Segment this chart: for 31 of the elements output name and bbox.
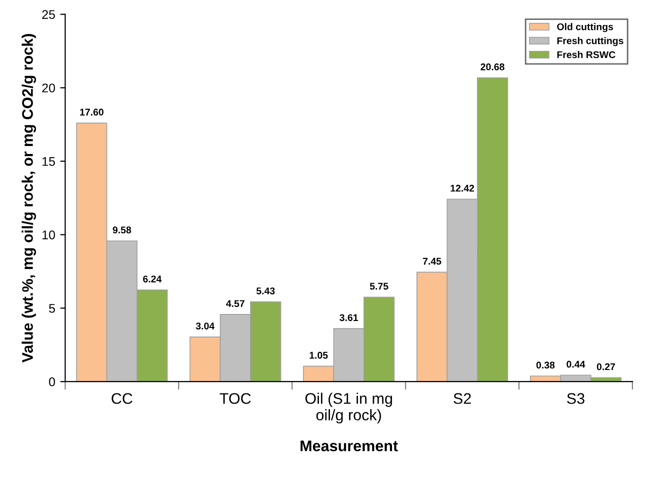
y-tick-label: 25 [42, 10, 55, 19]
data-label: 0.27 [596, 363, 616, 370]
data-label: 12.42 [450, 184, 474, 192]
x-tick-label: S3 [567, 393, 584, 404]
data-label: 1.05 [310, 352, 328, 359]
x-tick-label: CC [112, 393, 132, 404]
legend-label: Fresh RSWC [557, 50, 616, 58]
y-tick-label: 10 [42, 230, 55, 240]
y-tick-label: 15 [42, 157, 55, 166]
y-tick-label: 20 [42, 84, 55, 92]
y-tick-label: 5 [49, 304, 55, 313]
data-label: 9.58 [112, 226, 132, 234]
data-label: 0.38 [536, 362, 555, 369]
legend-label: Fresh cuttings [557, 37, 624, 46]
legend-label: Old cuttings [557, 23, 614, 32]
x-axis-title: Measurement [300, 440, 398, 452]
y-tick-label: 0 [49, 377, 55, 386]
data-label: 0.44 [566, 360, 586, 368]
data-label: 17.60 [80, 108, 104, 116]
data-label: 4.57 [226, 300, 244, 307]
x-tick-label: TOC [220, 393, 251, 404]
data-label: 20.68 [480, 63, 504, 70]
data-label: 7.45 [422, 258, 442, 265]
data-label: 3.61 [340, 314, 358, 322]
y-axis-title: Value (wt.%, mg oil/g rock, or mg CO2/g rock) [22, 34, 36, 363]
data-label: 3.04 [196, 322, 215, 330]
data-label: 5.75 [370, 282, 388, 290]
x-tick-label: Oil (S1 in mg oil/g rock) [305, 392, 392, 424]
x-tick-label: S2 [454, 393, 471, 404]
data-label: 6.24 [143, 276, 162, 282]
data-label: 5.43 [256, 287, 275, 294]
